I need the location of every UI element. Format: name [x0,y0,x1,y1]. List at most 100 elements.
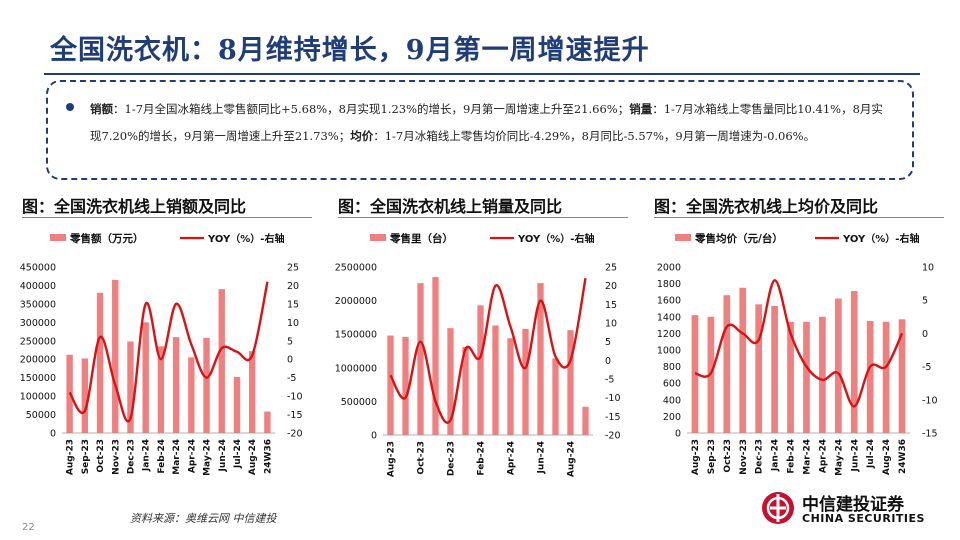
y-right-tick-label: -5 [605,375,614,386]
bar [432,277,439,435]
volume-chart: 零售里（台） YOY（%）-右轴 0 500000 1000000 1500000 2000… [335,232,621,477]
bar [691,315,699,433]
bar [142,322,149,433]
bar [739,287,747,433]
bar [537,283,544,435]
bar [462,346,469,435]
bar [233,376,241,433]
y-right-tick-label: -20 [287,429,303,440]
bullet-icon [66,103,74,111]
x-tick-label: Nov-23 [739,439,749,475]
y-right-tick-label: 0 [287,355,293,366]
china-securities-logo-icon [762,492,794,524]
y-left-tick-label: 2500000 [335,263,377,274]
y-right-tick-label: -5 [287,373,296,384]
logo-text-cn: 中信建投证券 [802,495,904,515]
bar [803,321,810,433]
bar [582,406,589,435]
y-left-tick-label: 50000 [26,410,56,421]
source-note: 资料来源：奥维云网 中信建投 [130,512,277,525]
y-right-tick-label: 20 [287,281,299,292]
y-right-tick-label: -20 [605,431,621,442]
y-left-tick-label: 1000000 [335,363,377,374]
y-right-tick-label: 5 [605,337,611,348]
chart-title-sales: 图：全国洗衣机线上销额及同比 [22,197,247,216]
page-number: 22 [22,522,35,533]
x-tick-label: Apr-24 [818,439,828,473]
y-left-tick-label: 100000 [20,392,56,403]
y-left-tick-label: 2000 [657,263,681,274]
x-tick-label: Oct-23 [96,439,106,473]
y-right-tick-label: 15 [605,300,617,311]
y-right-tick-label: 15 [287,299,299,310]
y-left-tick-label: 800 [663,362,681,373]
y-left-tick-label: 150000 [20,373,56,384]
bar [898,319,906,433]
y-right-tick-label: -15 [605,412,621,423]
x-tick-label: Sep-23 [707,439,717,474]
y-left-tick-label: 300000 [20,318,56,329]
x-tick-label: 24W36 [898,439,908,474]
bar [447,328,454,435]
bar [264,411,271,433]
y-right-tick-label: 5 [922,296,928,307]
x-tick-label: May-24 [834,439,844,476]
price-label: 均价 [350,129,374,143]
bar [203,337,210,433]
y-left-tick-label: 350000 [20,299,56,310]
bar [522,328,529,435]
y-left-tick-label: 250000 [20,336,56,347]
legend-line-label: YOY（%）-右轴 [517,232,594,245]
y-right-tick-label: -15 [287,410,303,421]
bar [81,358,89,433]
x-tick-label: May-24 [203,439,213,476]
title-divider [44,73,920,75]
y-left-tick-label: 600 [663,379,681,390]
x-tick-label: Aug-24 [567,441,577,477]
y-right-tick-label: 10 [922,263,934,274]
y-left-tick-label: 0 [675,429,681,440]
bar [850,291,858,433]
yoy-line [694,279,904,408]
bar [157,346,165,433]
chart-title-rule [654,217,944,218]
x-tick-label: Apr-24 [187,439,197,473]
bar [552,358,559,435]
bar [112,279,119,433]
bar [507,338,514,435]
legend-bar-swatch [370,234,386,241]
x-tick-label: Apr-24 [507,441,517,475]
bar [771,306,778,433]
bar [218,289,225,433]
y-left-tick-label: 500000 [341,397,377,408]
x-tick-label: Aug-23 [66,439,76,475]
x-tick-label: Aug-23 [387,441,397,477]
y-left-tick-label: 1800 [657,279,681,290]
legend-bar-label: 零售均价（元/台） [694,232,783,245]
bar [787,321,794,433]
y-right-tick-label: -10 [605,393,621,404]
bar [492,325,499,435]
x-tick-label: Jan-24 [771,439,781,472]
y-left-tick-label: 1200 [657,329,681,340]
bar [723,295,731,433]
y-right-tick-label: 0 [605,356,611,367]
bar [834,298,842,433]
x-tick-label: 24W36 [263,439,273,474]
x-tick-label: Jun-24 [850,439,860,472]
y-left-tick-label: 1000 [657,346,681,357]
y-right-tick-label: 25 [287,263,299,274]
y-right-tick-label: 10 [287,318,299,329]
y-left-tick-label: 450000 [20,263,56,274]
bar [567,330,574,435]
x-tick-label: Feb-24 [787,439,797,474]
chart-title-rule [338,217,628,218]
legend-line-label: YOY（%）-右轴 [207,232,284,245]
x-tick-label: Jan-24 [142,439,152,472]
y-left-tick-label: 1400 [657,312,681,323]
bar [417,283,424,435]
y-left-tick-label: 1600 [657,296,681,307]
y-right-tick-label: -10 [287,392,303,403]
x-tick-label: Dec-23 [755,439,765,474]
logo-text-en: CHINA SECURITIES [802,512,925,525]
